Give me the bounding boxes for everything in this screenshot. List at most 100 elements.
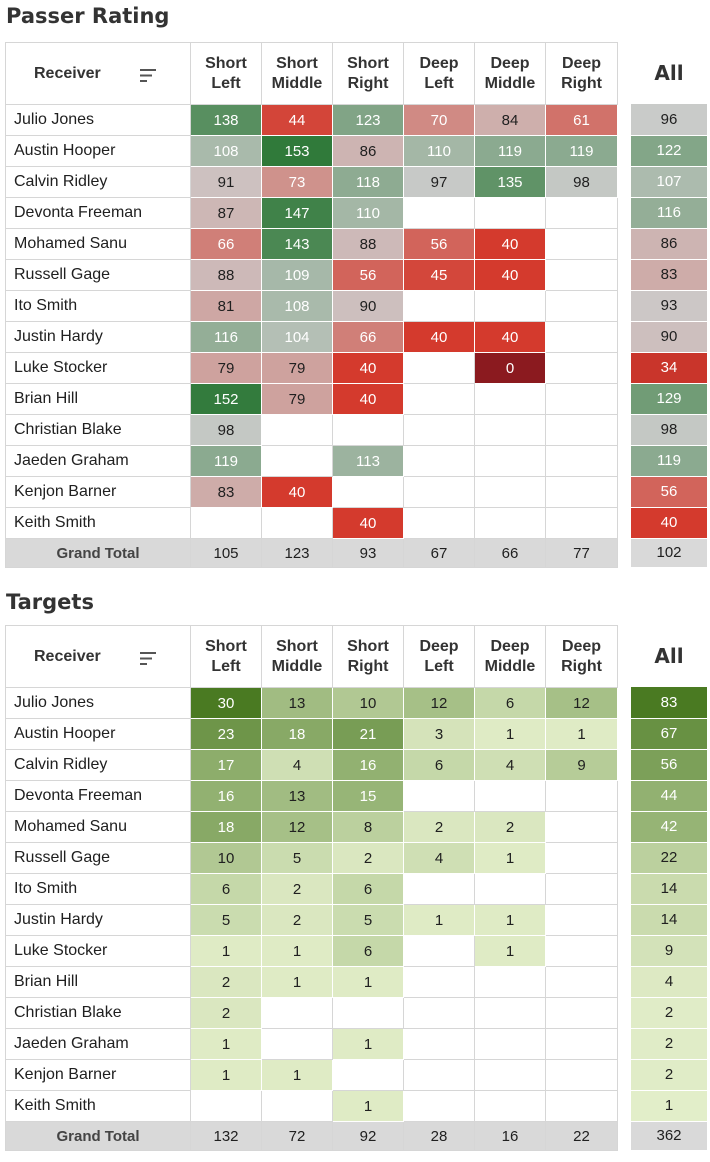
heatmap-cell-short-left: 2 [190,997,262,1029]
heatmap-cell-deep-right: 98 [545,166,618,198]
heatmap-cell-short-middle: 79 [261,352,333,384]
all-header: All [654,61,684,85]
all-cell: 56 [631,476,707,508]
heatmap-cell-deep-middle: 1 [474,842,546,874]
table-row: Justin Hardy 5 2 5 1 1 [5,904,618,936]
targets-title: Targets [6,590,94,614]
receiver-header[interactable]: Receiver [5,625,191,688]
receiver-name: Justin Hardy [5,904,191,936]
heatmap-cell-deep-right: 61 [545,104,618,136]
passer-rating-all-column: All 96 122 107 116 86 83 93 90 34 129 98 119 56 40 102 [631,42,707,568]
heatmap-cell-deep-left [403,935,475,967]
receiver-name: Julio Jones [5,104,191,136]
grand-total-row: Grand Total 105 123 93 67 66 77 [5,538,618,568]
sort-icon[interactable] [139,650,157,666]
heatmap-cell-short-middle: 147 [261,197,333,229]
heatmap-cell-short-right: 5 [332,904,404,936]
heatmap-cell-short-right: 2 [332,842,404,874]
grand-total-all-cell: 102 [631,538,707,568]
table-row: Keith Smith 1 [5,1090,618,1122]
heatmap-cell-short-left: 30 [190,687,262,719]
heatmap-cell-deep-right [545,873,618,905]
sort-icon[interactable] [139,67,157,83]
heatmap-cell-short-left: 2 [190,966,262,998]
all-cell: 56 [631,749,707,781]
heatmap-cell-deep-middle [474,383,546,415]
heatmap-cell-deep-left [403,383,475,415]
heatmap-cell-deep-middle [474,414,546,446]
heatmap-cell-deep-left: 3 [403,718,475,750]
heatmap-cell-short-middle: 1 [261,1059,333,1091]
table-row: Brian Hill 2 1 1 [5,966,618,998]
heatmap-cell-deep-left [403,966,475,998]
heatmap-cell-deep-middle: 1 [474,935,546,967]
heatmap-cell-deep-middle [474,197,546,229]
heatmap-cell-deep-right [545,507,618,539]
all-cell: 98 [631,414,707,446]
receiver-name: Kenjon Barner [5,1059,191,1091]
receiver-name: Kenjon Barner [5,476,191,508]
all-cell: 122 [631,135,707,167]
grand-total-cell-deep-middle: 66 [474,538,546,568]
heatmap-cell-short-left: 83 [190,476,262,508]
column-header-short-right: Short Right [332,625,404,688]
heatmap-cell-short-right: 6 [332,873,404,905]
receiver-name: Keith Smith [5,1090,191,1122]
table-row: Luke Stocker 79 79 40 0 [5,352,618,384]
heatmap-cell-short-left: 17 [190,749,262,781]
heatmap-cell-short-left: 91 [190,166,262,198]
targets-heatmap: Receiver Short Left Short Middle Short Right De… [5,625,618,1151]
heatmap-cell-short-middle: 104 [261,321,333,353]
heatmap-cell-short-right [332,1059,404,1091]
receiver-name: Julio Jones [5,687,191,719]
table-row: Ito Smith 81 108 90 [5,290,618,322]
heatmap-cell-deep-middle: 40 [474,259,546,291]
heatmap-cell-short-middle: 12 [261,811,333,843]
table-row: Kenjon Barner 83 40 [5,476,618,508]
all-cell: 116 [631,197,707,229]
all-cell: 44 [631,780,707,812]
grand-total-cell-deep-left: 28 [403,1121,475,1151]
heatmap-cell-short-right: 66 [332,321,404,353]
heatmap-cell-deep-middle: 40 [474,321,546,353]
heatmap-cell-short-middle: 1 [261,935,333,967]
receiver-name: Jaeden Graham [5,1028,191,1060]
column-header-deep-left: Deep Left [403,625,475,688]
table-row: Ito Smith 6 2 6 [5,873,618,905]
heatmap-cell-deep-left: 45 [403,259,475,291]
heatmap-cell-short-middle: 79 [261,383,333,415]
all-cell: 67 [631,718,707,750]
column-header-deep-middle: Deep Middle [474,42,546,105]
grand-total-cell-deep-right: 77 [545,538,618,568]
heatmap-cell-deep-middle: 0 [474,352,546,384]
heatmap-cell-short-right: 90 [332,290,404,322]
receiver-header[interactable]: Receiver [5,42,191,105]
receiver-name: Luke Stocker [5,352,191,384]
heatmap-cell-short-right: 88 [332,228,404,260]
heatmap-cell-deep-left: 6 [403,749,475,781]
heatmap-cell-short-middle [261,507,333,539]
table-row: Kenjon Barner 1 1 [5,1059,618,1091]
heatmap-cell-deep-middle [474,1059,546,1091]
receiver-name: Brian Hill [5,966,191,998]
heatmap-cell-short-left: 10 [190,842,262,874]
receiver-header-label: Receiver [34,647,101,665]
receiver-name: Austin Hooper [5,718,191,750]
heatmap-cell-deep-right [545,321,618,353]
heatmap-cell-short-left: 87 [190,197,262,229]
heatmap-cell-short-middle [261,414,333,446]
heatmap-cell-deep-left [403,476,475,508]
heatmap-cell-deep-left: 56 [403,228,475,260]
heatmap-cell-deep-left: 110 [403,135,475,167]
heatmap-cell-short-middle: 109 [261,259,333,291]
column-header-short-left: Short Left [190,625,262,688]
table-row: Russell Gage 88 109 56 45 40 [5,259,618,291]
all-cell: 129 [631,383,707,415]
heatmap-cell-short-middle: 13 [261,687,333,719]
heatmap-cell-deep-left: 12 [403,687,475,719]
passer-rating-heatmap: Receiver Short Left Short Middle Short Right De… [5,42,618,568]
column-header-short-middle: Short Middle [261,42,333,105]
all-cell: 4 [631,966,707,998]
heatmap-cell-deep-left: 2 [403,811,475,843]
table-row: Calvin Ridley 91 73 118 97 135 98 [5,166,618,198]
